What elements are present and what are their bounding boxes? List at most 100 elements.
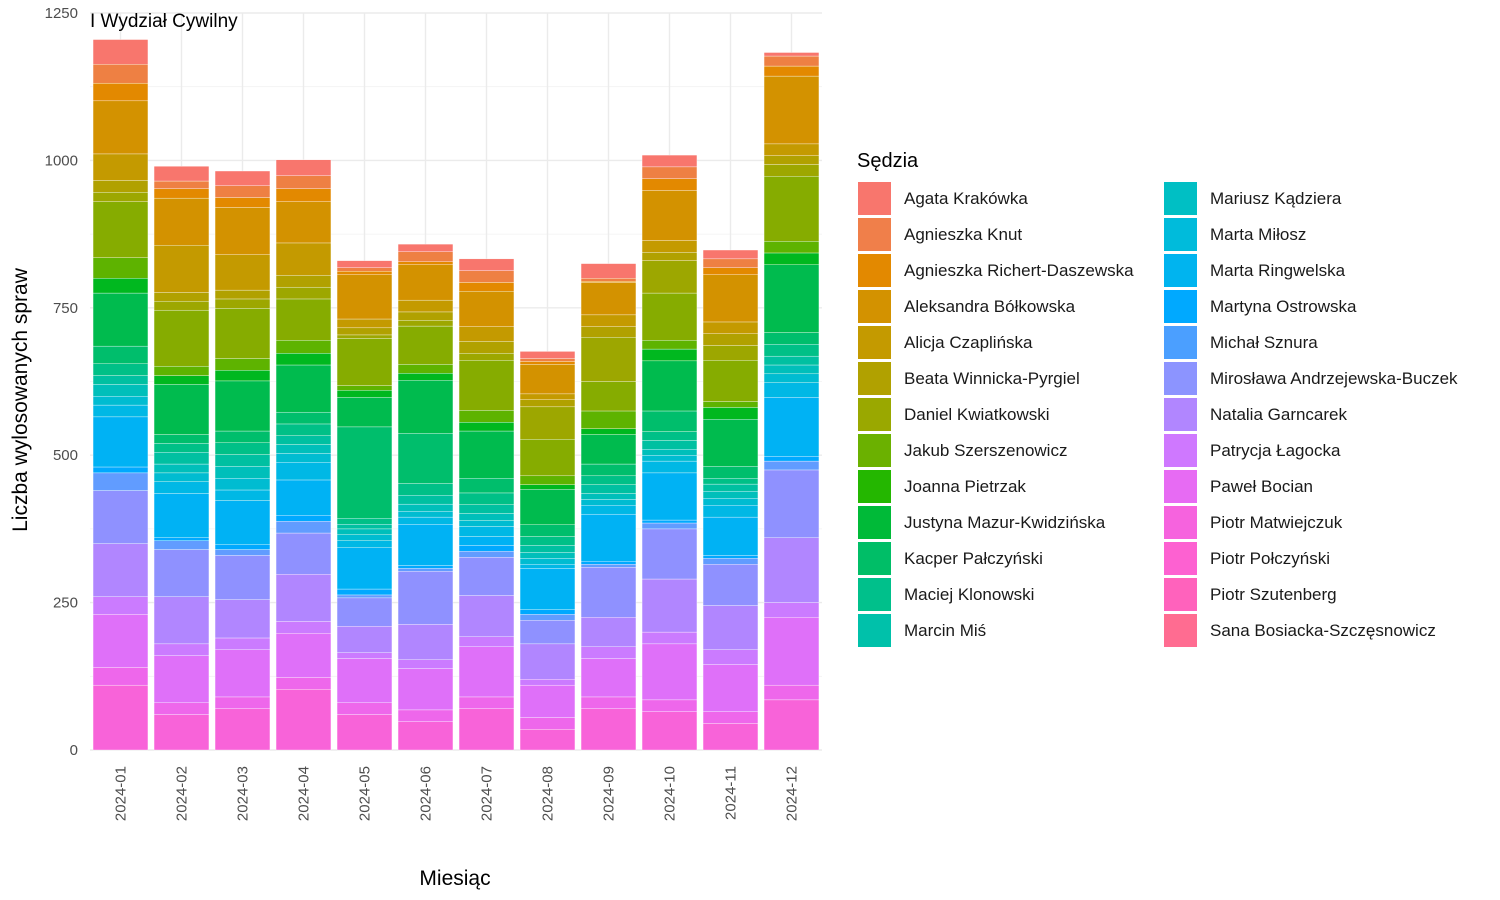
bar-segment <box>763 164 820 177</box>
x-tick-label: 2024-09 <box>601 766 618 821</box>
bar-segment <box>702 564 759 606</box>
bar-segment <box>92 201 149 258</box>
bar-segment <box>580 475 637 485</box>
bar-segment <box>153 245 210 293</box>
bar-segment <box>641 340 698 350</box>
bar-segment <box>153 537 210 541</box>
legend-swatch <box>1164 614 1197 647</box>
bar-segment <box>92 396 149 406</box>
bar-segment <box>92 384 149 397</box>
bar-segment <box>519 717 576 730</box>
bar-segment <box>153 714 210 751</box>
legend-label: Maciej Klonowski <box>904 585 1034 604</box>
bar-segment <box>153 180 210 189</box>
bar-segment <box>641 166 698 179</box>
bar-segment <box>458 545 515 552</box>
bar-segment <box>702 498 759 506</box>
bar-segment <box>580 708 637 751</box>
bar-segment <box>336 267 393 272</box>
bar-segment <box>458 696 515 709</box>
y-axis: 0 250 500 750 1000 1250 <box>45 5 78 759</box>
bar-segment <box>519 552 576 559</box>
bar-segment <box>92 375 149 385</box>
bar-segment <box>519 364 576 395</box>
y-tick-label: 1000 <box>45 152 78 169</box>
bar-segment <box>92 596 149 615</box>
bar-segment <box>763 344 820 357</box>
legend-swatch <box>858 578 891 611</box>
legend-label: Patrycja Łagocka <box>1210 441 1341 460</box>
bar-segment <box>580 428 637 435</box>
bar-segment <box>458 492 515 505</box>
legend-label: Martyna Ostrowska <box>1210 297 1357 316</box>
bar-segment <box>702 466 759 479</box>
x-tick-label: 2024-01 <box>113 766 130 821</box>
legend-swatch <box>858 542 891 575</box>
bar-segment <box>519 614 576 621</box>
bar-segment <box>336 658 393 704</box>
bar-segment <box>763 252 820 265</box>
x-tick-label: 2024-06 <box>418 766 435 821</box>
bar-segment <box>92 614 149 668</box>
legend-swatch <box>858 614 891 647</box>
legend: Sędzia Agata Krakówka Agnieszka Knut Agnie… <box>857 150 1458 647</box>
bar-segment <box>397 483 454 496</box>
bar-segment <box>336 327 393 336</box>
bar-segment <box>641 252 698 261</box>
legend-swatch <box>1164 578 1197 611</box>
legend-swatch <box>858 362 891 395</box>
bar-segment <box>336 597 393 627</box>
legend-label: Alicja Czaplińska <box>904 333 1033 352</box>
bar-segment <box>336 274 393 320</box>
bar-segment <box>763 602 820 618</box>
legend-label: Aleksandra Bółkowska <box>904 297 1076 316</box>
bar-segment <box>92 404 149 418</box>
bar-segment <box>153 365 210 376</box>
bar-segment <box>763 155 820 165</box>
legend-label: Kacper Pałczyński <box>904 549 1043 568</box>
bar-segment <box>458 551 515 558</box>
bar-segment <box>336 271 393 275</box>
bar-segment <box>702 419 759 467</box>
bar-segment <box>92 472 149 491</box>
legend-label: Justyna Mazur-Kwidzińska <box>904 513 1106 532</box>
bar-segment <box>336 714 393 751</box>
bar-segment <box>214 599 271 639</box>
bar-segment <box>397 261 454 265</box>
bar-segment <box>92 39 149 65</box>
bar-segment <box>519 489 576 525</box>
bar-segment <box>641 190 698 241</box>
bar-segment <box>214 489 271 501</box>
bar-segment <box>397 299 454 313</box>
bar-segment <box>763 373 820 383</box>
bar-segment <box>458 557 515 596</box>
bar-segment <box>92 363 149 376</box>
bar-segment <box>92 64 149 84</box>
legend-swatch <box>1164 470 1197 503</box>
bar-segment <box>763 469 820 538</box>
legend-label: Paweł Bocian <box>1210 477 1313 496</box>
bar-segment <box>458 341 515 354</box>
bar-segment <box>763 684 820 701</box>
bar-segment <box>336 390 393 398</box>
bar-segment <box>641 711 698 751</box>
bar-segment <box>153 493 210 538</box>
bar-segment <box>519 568 576 610</box>
bar-segment <box>763 143 820 156</box>
x-tick-label: 2024-07 <box>479 766 496 821</box>
bar-segment <box>580 493 637 500</box>
bar-segment <box>580 381 637 412</box>
bar-segment <box>336 334 393 339</box>
bar-segment <box>641 360 698 412</box>
bar-segment <box>397 433 454 484</box>
bar-segment <box>92 153 149 181</box>
bar-segment <box>458 504 515 514</box>
bar-segment <box>519 536 576 546</box>
bar-segment <box>702 649 759 665</box>
bar-segment <box>519 679 576 686</box>
bar-segment <box>641 643 698 701</box>
bar-segment <box>153 472 210 482</box>
bar-segment <box>336 397 393 428</box>
bar-segment <box>519 361 576 365</box>
